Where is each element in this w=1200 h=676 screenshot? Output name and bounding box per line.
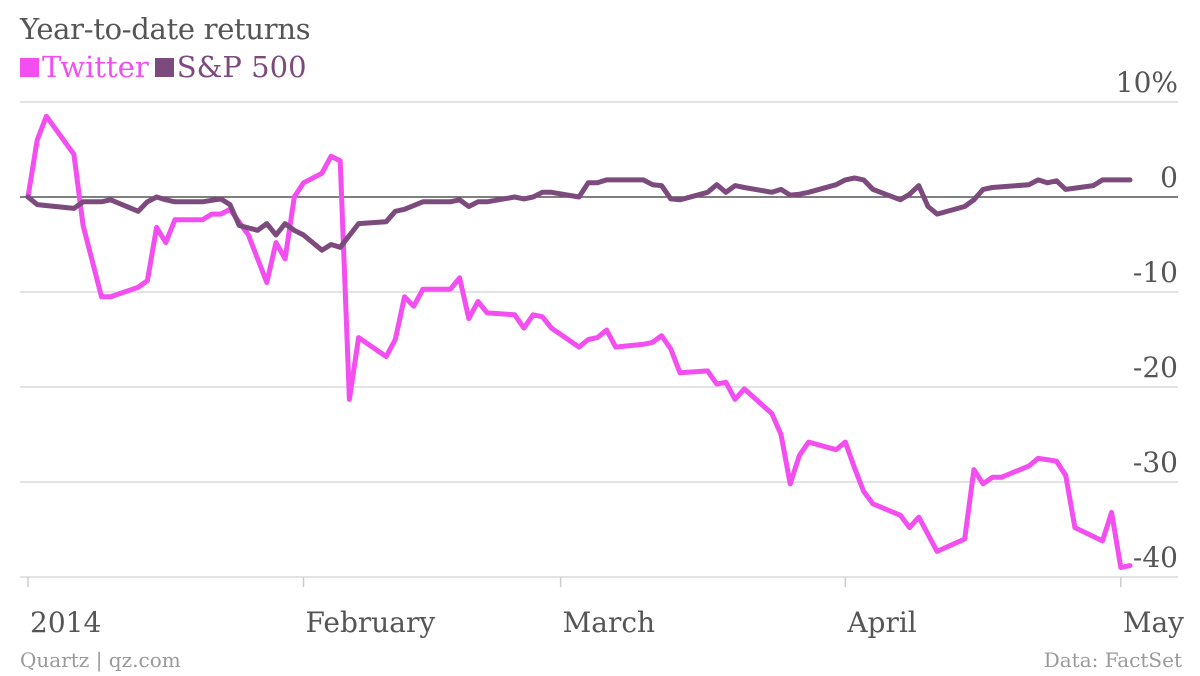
x-tick-label: 2014	[30, 606, 101, 639]
legend-swatch-twitter	[20, 57, 39, 77]
x-tick-label: February	[306, 606, 436, 639]
y-tick-label: -10	[1133, 256, 1178, 289]
x-tick-label: May	[1123, 606, 1184, 639]
legend-item-sp500: S&P 500	[154, 50, 307, 84]
legend-swatch-sp500	[154, 57, 174, 77]
series-line-sp500	[25, 175, 1133, 253]
series-line-twitter	[25, 113, 1133, 570]
chart-title: Year-to-date returns	[20, 12, 311, 46]
legend-label-sp500: S&P 500	[176, 50, 307, 84]
x-tick-label: March	[563, 606, 655, 639]
legend: Twitter S&P 500	[20, 50, 313, 84]
y-tick-label: 0	[1160, 161, 1178, 194]
x-tick-label: April	[846, 606, 916, 639]
y-tick-label: -40	[1133, 541, 1178, 574]
y-tick-label: -20	[1133, 351, 1178, 384]
footer-source: Data: FactSet	[1043, 648, 1182, 672]
footer-credit: Quartz | qz.com	[20, 648, 181, 672]
y-tick-label: 10%	[1116, 66, 1178, 99]
legend-item-twitter: Twitter	[20, 50, 149, 84]
y-tick-label: -30	[1133, 446, 1178, 479]
legend-label-twitter: Twitter	[42, 50, 149, 84]
